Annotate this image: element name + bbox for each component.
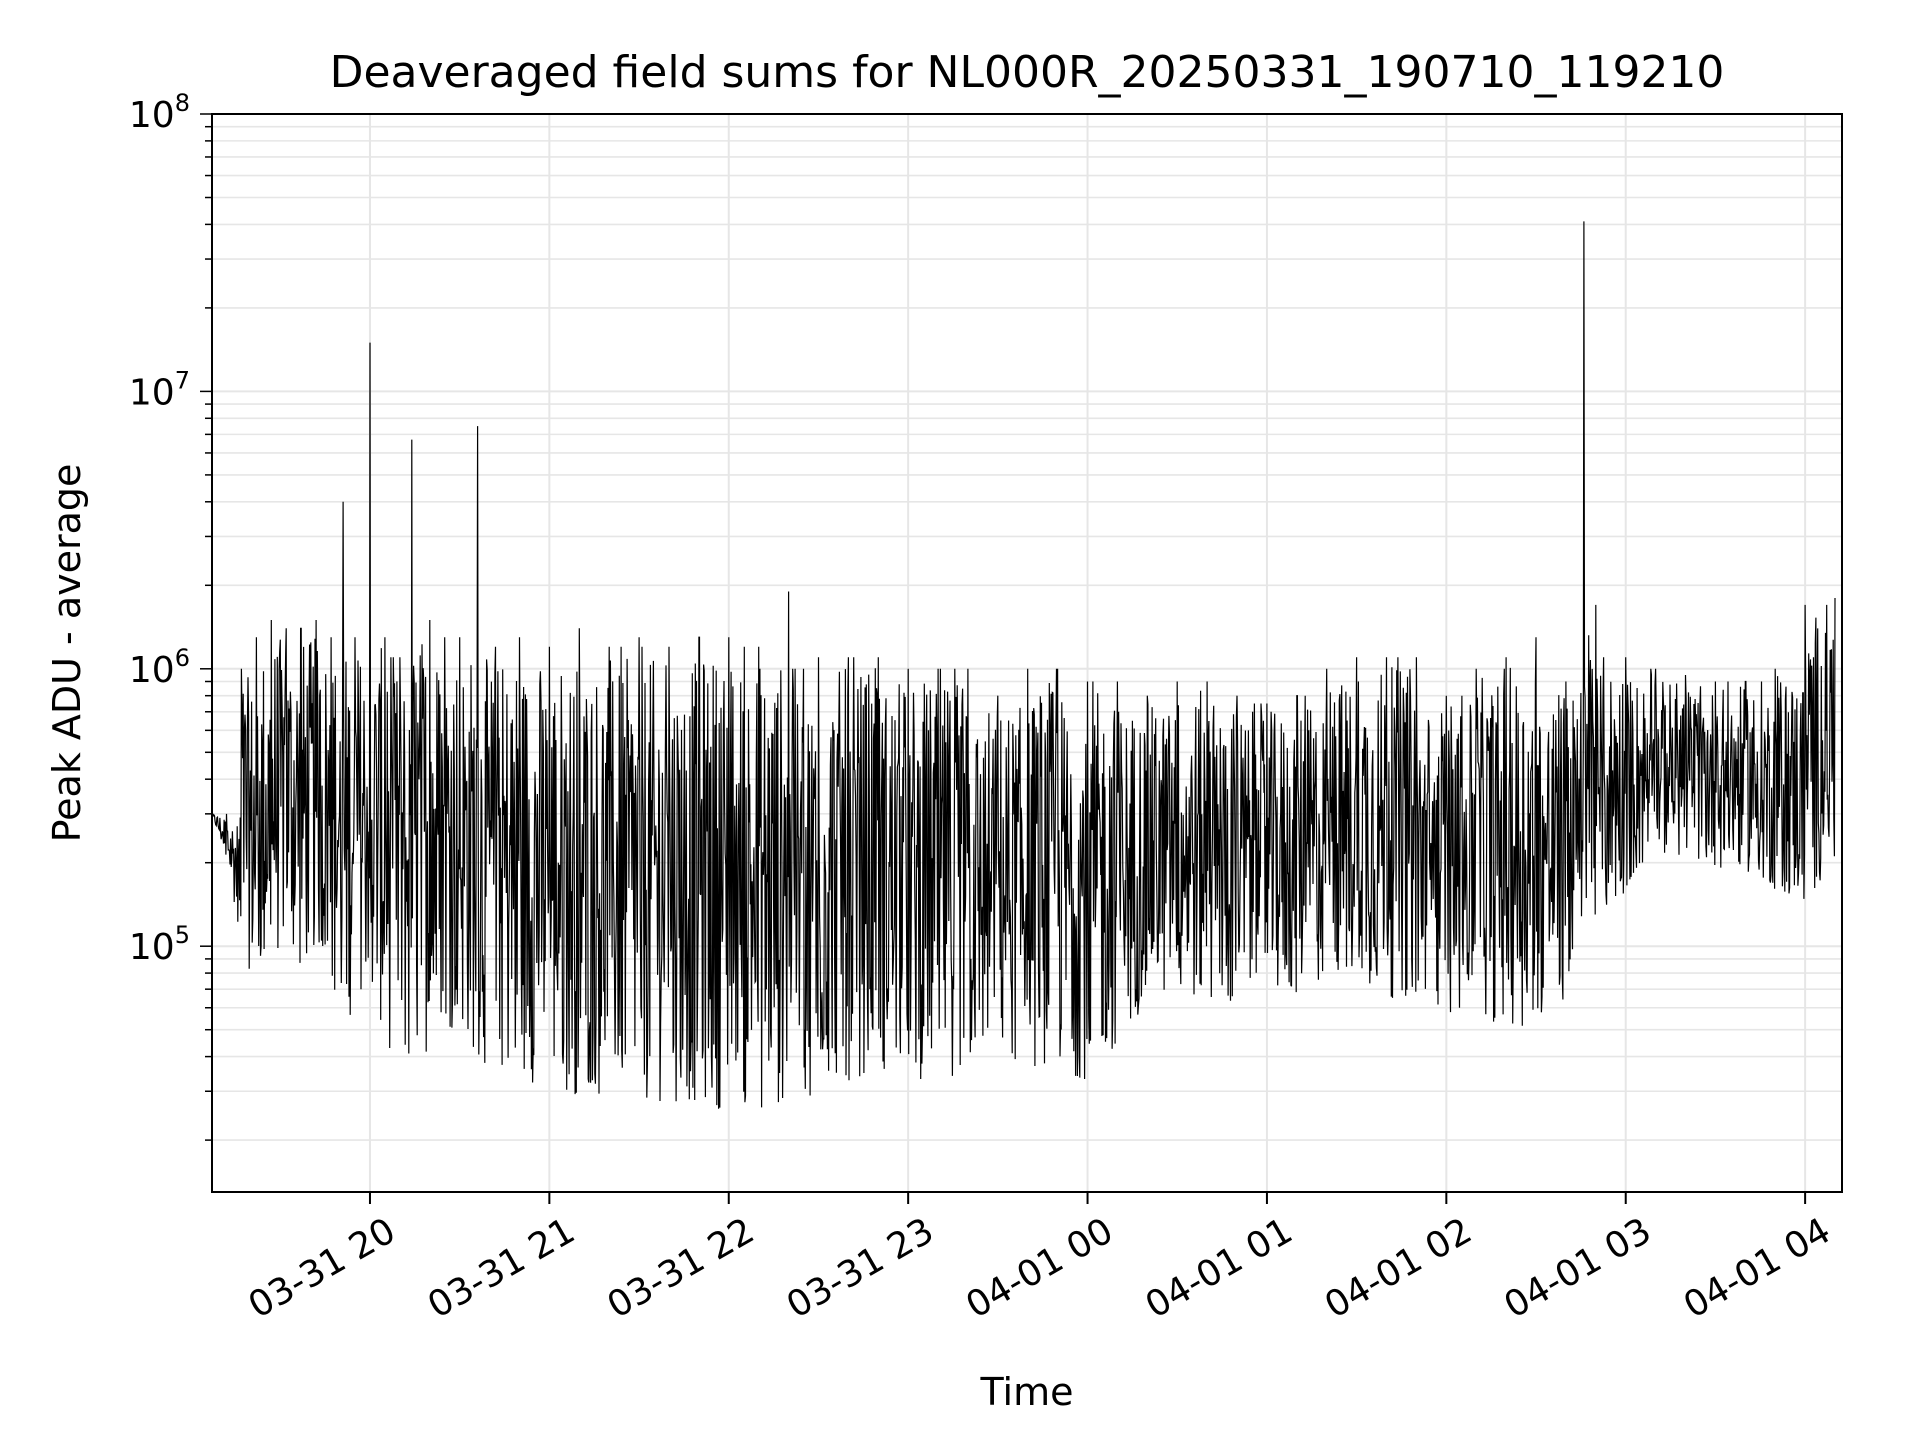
y-tick-exponent: 6 bbox=[175, 644, 190, 672]
y-tick-exponent: 7 bbox=[175, 366, 190, 394]
y-tick-base: 10 bbox=[129, 372, 175, 413]
plot-frame bbox=[211, 113, 1843, 1193]
y-tick-label: 108 bbox=[129, 89, 190, 136]
y-tick-label: 106 bbox=[129, 644, 190, 691]
chart-title: Deaveraged field sums for NL000R_2025033… bbox=[330, 47, 1725, 98]
y-tick-label: 105 bbox=[129, 921, 190, 968]
y-tick-label: 107 bbox=[129, 366, 190, 413]
x-axis-label: Time bbox=[980, 1370, 1074, 1414]
series-line bbox=[212, 221, 1836, 1109]
y-tick-base: 10 bbox=[129, 650, 175, 691]
y-tick-exponent: 5 bbox=[175, 921, 190, 949]
y-tick-exponent: 8 bbox=[175, 89, 190, 117]
y-tick-base: 10 bbox=[129, 95, 175, 136]
y-tick-base: 10 bbox=[129, 927, 175, 968]
plot-area bbox=[212, 221, 1836, 1109]
y-axis-label: Peak ADU - average bbox=[45, 464, 89, 843]
